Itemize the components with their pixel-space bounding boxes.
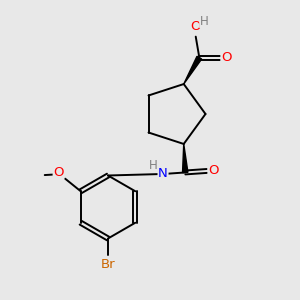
Text: O: O xyxy=(221,51,232,64)
Text: O: O xyxy=(190,20,200,33)
Text: O: O xyxy=(208,164,219,178)
Text: O: O xyxy=(53,166,64,178)
Text: H: H xyxy=(200,14,208,28)
Polygon shape xyxy=(184,56,202,84)
Polygon shape xyxy=(182,144,188,172)
Text: N: N xyxy=(158,167,168,180)
Text: Br: Br xyxy=(101,257,115,271)
Text: H: H xyxy=(149,159,158,172)
